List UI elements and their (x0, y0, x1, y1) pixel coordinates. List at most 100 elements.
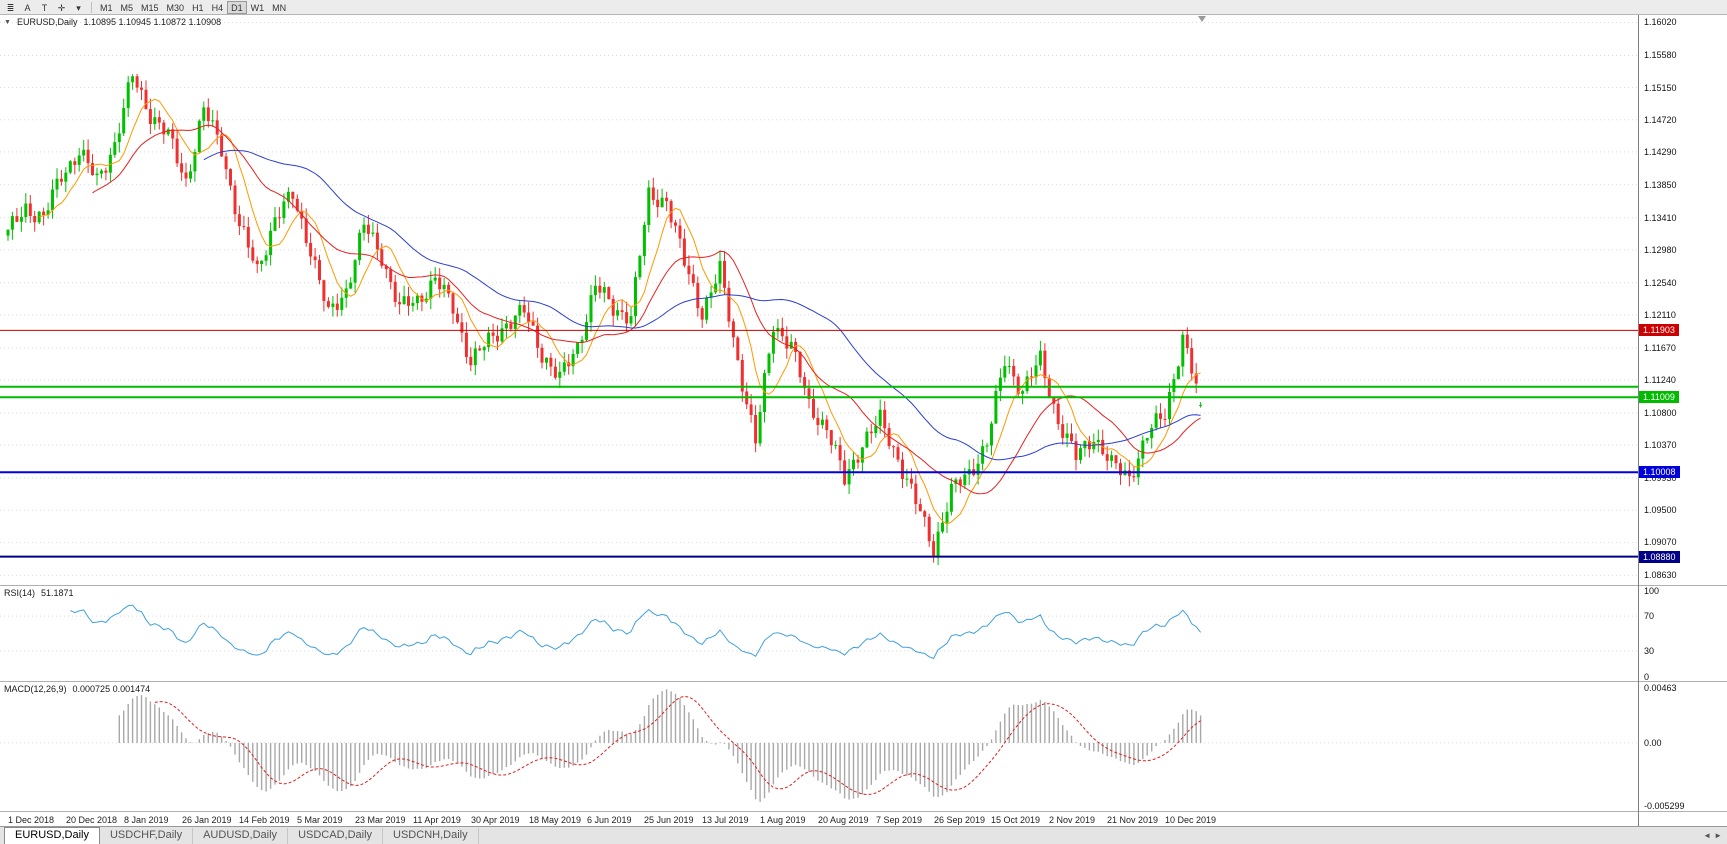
chart-tab-usdcnh[interactable]: USDCNH,Daily (383, 828, 479, 844)
chart-header: ▼ EURUSD,Daily 1.10895 1.10945 1.10872 1… (4, 17, 221, 27)
macd-scale-label: -0.005299 (1644, 800, 1685, 811)
price-scale-label: 1.12540 (1644, 277, 1677, 288)
symbol-label: EURUSD,Daily (16, 17, 78, 27)
price-level-badge: 1.10008 (1639, 466, 1680, 479)
chart-tab-eurusd[interactable]: EURUSD,Daily (4, 827, 100, 844)
price-level-badge: 1.08880 (1639, 550, 1680, 563)
price-scale-main[interactable]: 1.16020 1.15580 1.15150 1.14720 1.14290 1.138… (1639, 15, 1727, 585)
chart-panes: ▼ EURUSD,Daily 1.10895 1.10945 1.10872 1… (0, 15, 1638, 826)
price-scale-label: 1.15580 (1644, 50, 1677, 61)
price-scale-label: 1.09070 (1644, 537, 1677, 548)
macd-label: MACD(12,26,9) (4, 684, 67, 694)
timeframe-w1-button[interactable]: W1 (250, 2, 265, 13)
price-scale-label: 1.14290 (1644, 146, 1677, 157)
price-scale-label: 1.08630 (1644, 570, 1677, 581)
rsi-label: RSI(14) (4, 588, 36, 598)
chart-tab-usdcad[interactable]: USDCAD,Daily (288, 828, 384, 844)
tabs-scroll-right-icon[interactable]: ► (1714, 831, 1722, 840)
date-label: 30 Apr 2019 (471, 815, 520, 825)
crosshair-tool-icon[interactable]: ✛ (57, 2, 66, 13)
price-scale-column[interactable]: 1.16020 1.15580 1.15150 1.14720 1.14290 1.138… (1638, 15, 1727, 826)
date-label: 1 Aug 2019 (760, 815, 806, 825)
symbol-dropdown-icon[interactable]: ▼ (4, 18, 11, 26)
price-scale-label: 1.09500 (1644, 505, 1677, 516)
ohlc-values: 1.10895 1.10945 1.10872 1.10908 (83, 17, 222, 27)
date-label: 7 Sep 2019 (876, 815, 923, 825)
timeframe-m15-button[interactable]: M15 (141, 2, 159, 13)
price-scale-label: 1.14720 (1644, 114, 1677, 125)
date-label: 11 Apr 2019 (413, 815, 461, 825)
ask-line-button[interactable]: A (24, 2, 31, 13)
rsi-value: 51.1871 (41, 588, 74, 598)
date-label: 2 Nov 2019 (1049, 815, 1096, 825)
text-tool-button[interactable]: T (41, 2, 48, 13)
date-label: 14 Feb 2019 (239, 815, 290, 825)
rsi-scale-label: 70 (1644, 611, 1655, 622)
time-axis[interactable]: 1 Dec 2018 20 Dec 2018 8 Jan 2019 26 Jan 20… (0, 811, 1638, 826)
dropdown-caret-icon[interactable]: ▾ (76, 2, 81, 13)
toolbar-separator (91, 1, 92, 13)
chart-tab-audusd[interactable]: AUDUSD,Daily (193, 828, 289, 844)
date-label: 18 May 2019 (529, 815, 582, 825)
toolbar-icons-group: ≣ A T ✛ ▾ (2, 1, 87, 14)
date-label: 1 Dec 2018 (8, 815, 55, 825)
chart-shift-marker[interactable] (1197, 16, 1206, 22)
date-label: 10 Dec 2019 (1165, 815, 1217, 825)
rsi-scale-label: 100 (1644, 586, 1660, 596)
macd-scale-label: 0.00 (1644, 737, 1662, 748)
timeframe-m30-button[interactable]: M30 (166, 2, 185, 13)
date-label: 21 Nov 2019 (1107, 815, 1159, 825)
price-scale-rsi[interactable]: 100 70 30 0 (1639, 585, 1727, 682)
chart-tabs-bar: EURUSD,Daily USDCHF,Daily AUDUSD,Daily USDC… (0, 826, 1727, 844)
price-scale-footer (1639, 811, 1727, 826)
price-scale-label: 1.16020 (1644, 17, 1677, 28)
timeframe-h1-button[interactable]: H1 (192, 2, 204, 13)
timeframe-m5-button[interactable]: M5 (120, 2, 134, 13)
date-label: 15 Oct 2019 (991, 815, 1041, 825)
timeframe-m1-button[interactable]: M1 (100, 2, 113, 13)
price-scale-label: 1.13850 (1644, 179, 1677, 190)
price-scale-label: 1.11670 (1644, 342, 1676, 353)
macd-values: 0.000725 0.001474 (72, 684, 151, 694)
macd-header: MACD(12,26,9) 0.000725 0.001474 (4, 684, 150, 694)
price-scale-label: 1.10370 (1644, 440, 1677, 451)
macd-chart-canvas[interactable] (0, 682, 1638, 811)
price-scale-label: 1.15150 (1644, 82, 1677, 93)
chart-tab-usdchf[interactable]: USDCHF,Daily (100, 828, 194, 844)
price-scale-macd[interactable]: 0.00463 0.00 -0.005299 (1639, 681, 1727, 811)
price-scale-label: 1.12980 (1644, 244, 1677, 255)
rsi-scale-label: 0 (1644, 672, 1650, 682)
price-level-badge: 1.11903 (1639, 324, 1679, 337)
date-label: 26 Sep 2019 (934, 815, 986, 825)
price-pane: ▼ EURUSD,Daily 1.10895 1.10945 1.10872 1… (0, 15, 1638, 585)
date-label: 6 Jun 2019 (587, 815, 632, 825)
rsi-chart-canvas[interactable] (0, 586, 1638, 681)
rsi-header: RSI(14) 51.1871 (4, 588, 74, 598)
date-label: 23 Mar 2019 (355, 815, 406, 825)
chart-tabs: EURUSD,Daily USDCHF,Daily AUDUSD,Daily USDC… (4, 827, 479, 844)
date-label: 5 Mar 2019 (297, 815, 343, 825)
price-scale-label: 1.12110 (1644, 309, 1676, 320)
tabs-scroll-left-icon[interactable]: ◄ (1703, 831, 1712, 840)
tabs-scroll-controls: ◄ ► (1698, 827, 1727, 844)
timeframe-mn-button[interactable]: MN (272, 2, 287, 13)
price-scale-label: 1.11240 (1644, 375, 1676, 386)
rsi-pane: RSI(14) 51.1871 (0, 585, 1638, 681)
macd-scale-label: 0.00463 (1644, 683, 1677, 694)
timeframe-buttons-group: M1 M5 M15 M30 H1 H4 D1 W1 MN (96, 0, 290, 14)
timeframe-h4-button[interactable]: H4 (211, 2, 224, 13)
timeframe-d1-button[interactable]: D1 (227, 0, 247, 14)
top-toolbar: ≣ A T ✛ ▾ M1 M5 M15 M30 H1 H4 D1 W1 MN (0, 0, 1727, 15)
price-chart-canvas[interactable] (0, 15, 1638, 585)
rsi-scale-label: 30 (1644, 645, 1655, 656)
date-label: 13 Jul 2019 (702, 815, 749, 825)
price-scale-label: 1.10800 (1644, 407, 1677, 418)
price-scale-label: 1.13410 (1644, 212, 1677, 223)
date-label: 20 Dec 2018 (66, 815, 118, 825)
date-label: 8 Jan 2019 (124, 815, 169, 825)
date-label: 25 Jun 2019 (644, 815, 694, 825)
macd-pane: MACD(12,26,9) 0.000725 0.001474 (0, 681, 1638, 811)
price-level-badge: 1.11009 (1639, 391, 1679, 404)
chart-list-icon[interactable]: ≣ (6, 2, 15, 13)
